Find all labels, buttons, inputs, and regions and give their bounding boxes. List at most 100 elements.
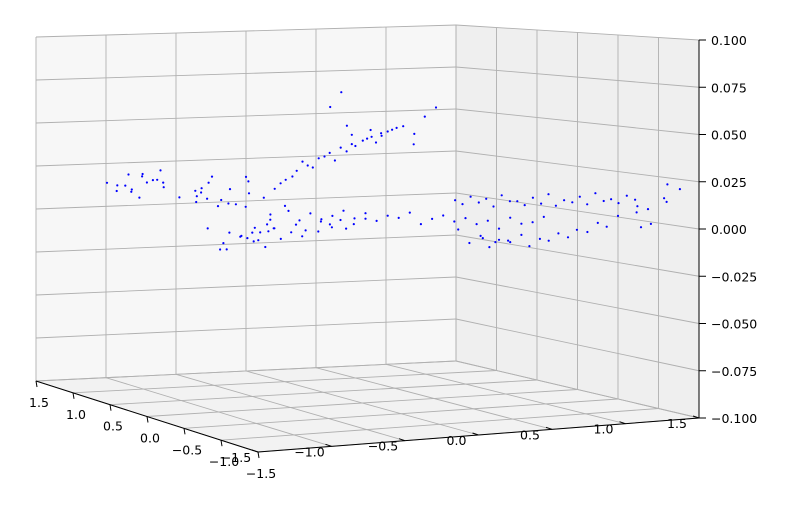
scatter-point xyxy=(247,180,250,183)
scatter-point xyxy=(488,246,491,249)
scatter-point xyxy=(397,216,400,219)
scatter-point xyxy=(571,201,574,204)
scatter-point xyxy=(477,201,480,204)
scatter-point xyxy=(295,169,298,172)
y-tick xyxy=(72,392,75,399)
scatter-point xyxy=(225,248,228,251)
scatter-point xyxy=(479,234,482,237)
scatter-point xyxy=(345,227,348,230)
x-tick-label: 1.0 xyxy=(594,422,614,437)
scatter-point xyxy=(317,157,320,160)
x-tick-label: 1.5 xyxy=(667,416,687,431)
gridline-y-floor xyxy=(109,379,538,406)
scatter-point xyxy=(649,222,653,225)
gridline-z-side xyxy=(455,192,700,230)
scatter-point xyxy=(115,189,118,193)
scatter-point xyxy=(151,179,154,182)
scatter-point xyxy=(333,159,336,162)
scatter-point xyxy=(520,233,523,236)
scatter-point xyxy=(330,226,333,229)
scatter-point xyxy=(419,223,422,226)
gridline-z-side xyxy=(455,234,700,277)
scatter-point xyxy=(485,197,488,200)
scatter-point xyxy=(636,205,639,208)
x-tick xyxy=(398,438,406,442)
x-tick xyxy=(325,443,332,447)
scatter-point xyxy=(538,237,542,240)
scatter-point xyxy=(412,143,415,146)
scatter-point xyxy=(195,195,198,198)
scatter-point xyxy=(361,139,364,142)
scatter-point xyxy=(566,236,570,239)
gridline-z-back xyxy=(35,24,457,38)
scatter-point xyxy=(222,242,225,245)
scatter-point xyxy=(246,237,249,240)
scatter-point xyxy=(328,151,331,154)
scatter-point xyxy=(287,209,290,212)
scatter-point xyxy=(239,235,242,238)
scatter-point xyxy=(507,239,510,242)
scatter-point xyxy=(666,183,669,186)
gridline-y-floor xyxy=(146,389,578,417)
y-tick-label: 0.5 xyxy=(103,419,123,434)
scatter-point xyxy=(402,125,405,128)
y-tick-label: −1.5 xyxy=(246,466,276,481)
x-tick xyxy=(251,449,259,453)
scatter-point xyxy=(116,184,119,187)
scatter-point xyxy=(194,189,197,192)
scatter-point xyxy=(298,219,301,222)
scatter-point xyxy=(259,231,262,234)
scatter-point xyxy=(284,178,287,181)
x-tick-label: −1.0 xyxy=(294,444,324,459)
scatter-point xyxy=(304,229,307,232)
scatter-point xyxy=(145,181,148,184)
y-tick xyxy=(257,451,260,459)
scatter-point xyxy=(162,186,165,189)
scatter-point xyxy=(141,172,144,176)
scatter-point xyxy=(342,209,345,212)
scatter-point xyxy=(520,222,523,225)
scatter-point xyxy=(354,144,357,148)
scatter-point xyxy=(369,128,372,132)
scatter-point xyxy=(269,218,272,221)
gridline-z-side xyxy=(455,360,700,419)
scatter-point xyxy=(442,214,445,217)
scatter-point xyxy=(339,146,342,149)
scatter-point xyxy=(234,203,237,206)
scatter-point xyxy=(345,124,348,127)
scatter-point xyxy=(228,231,231,234)
y-tick xyxy=(109,404,112,411)
scatter-point xyxy=(639,226,643,229)
scatter-point xyxy=(257,239,260,242)
scatter-point xyxy=(408,211,411,214)
scatter-point xyxy=(200,191,203,194)
scatter-point xyxy=(301,235,304,238)
scatter-point xyxy=(678,188,682,191)
scatter-point xyxy=(497,238,501,241)
floor-pane xyxy=(36,361,699,452)
y-tick xyxy=(35,380,38,388)
scatter-points xyxy=(105,91,682,251)
scatter-point xyxy=(497,227,501,230)
scatter-point xyxy=(475,223,478,226)
scatter-point xyxy=(563,199,566,202)
scatter-point xyxy=(634,198,637,201)
x-tick xyxy=(692,415,700,419)
scatter-point xyxy=(364,212,367,215)
scatter-point xyxy=(578,195,581,198)
scatter-point xyxy=(290,231,293,234)
scatter-point xyxy=(391,128,394,131)
z-tick-label: 0.025 xyxy=(711,175,747,190)
z-tick-label: 0.000 xyxy=(711,222,747,237)
gridline-z-side xyxy=(455,24,700,41)
gridline-z-back xyxy=(35,276,457,296)
y-tick-label: 1.5 xyxy=(29,395,49,410)
z-tick-label: 0.100 xyxy=(711,33,747,48)
z-tick-label: −0.075 xyxy=(711,364,757,379)
scatter-point xyxy=(586,230,589,234)
y-tick xyxy=(220,440,223,447)
scatter-point xyxy=(386,214,389,217)
scatter-point xyxy=(542,215,545,218)
scatter-point xyxy=(469,195,472,198)
scatter-point xyxy=(306,164,309,167)
